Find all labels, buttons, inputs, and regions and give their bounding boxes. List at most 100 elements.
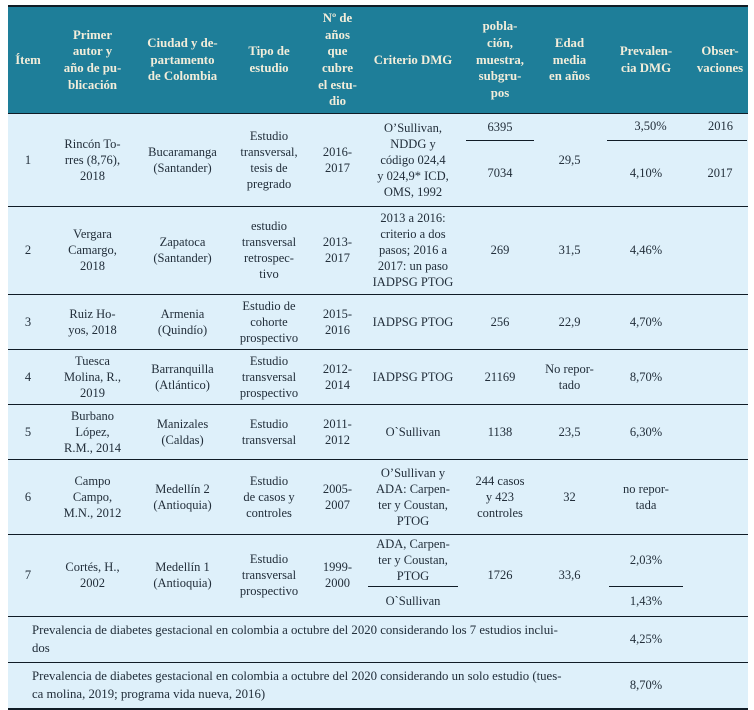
cell-age: 29,5 [558,152,581,167]
cell-city: Medellín 1 (Antioquia) [153,560,212,591]
cell-author: Cortés, H., 2002 [65,560,120,591]
cell-prevalence-observations: 3,50% 2016 4,10% 2017 [600,114,748,206]
summary-row-2: Prevalencia de diabetes gestacional en c… [8,661,748,708]
cell-age: 23,5 [558,424,581,439]
col-years: Nº de años que cubre el estu- dio [318,11,357,109]
cell-criteria: ADA, Carpen- ter y Coustan, PTOG O`Sulli… [365,535,461,616]
cell-study-type: Estudio transversal prospectivo [239,353,299,400]
cell-years: 1999- 2000 [322,560,353,591]
col-author: Primer autor y año de pu- blicación [63,27,122,92]
table-row-7: 7 Cortés, H., 2002 Medellín 1 (Antioquia… [8,533,748,616]
cell-item: 6 [24,489,32,504]
cell-years: 2013- 2017 [322,235,353,266]
cell-study-type: estudio transversal retrospec- tivo [241,219,297,282]
cell-author: Burbano López, R.M., 2014 [64,408,121,455]
summary-label: Prevalencia de diabetes gestacional en c… [32,622,558,656]
cell-item: 4 [24,369,32,384]
cell-prevalence: 2,03% 1,43% [600,535,692,616]
observation-year-2017: 2017 [707,165,733,180]
table-row-2: 2 Vergara Camargo, 2018 Zapatoca (Santan… [8,205,748,294]
cell-age: 22,9 [558,314,581,329]
cell-criteria: O`Sullivan [385,424,441,439]
cell-study-type: Estudio transversal [241,416,297,447]
cell-observations [692,535,748,616]
cell-item: 2 [24,243,32,258]
prevalence-primary: 2,03% [609,535,683,587]
cell-study-type: Estudio transversal, tesis de pregrado [240,128,298,191]
cell-years: 2005- 2007 [322,481,353,512]
cell-item: 5 [24,424,32,439]
cell-criteria: 2013 a 2016: criterio a dos pasos; 2016 … [372,211,454,290]
col-population: pobla- ción, muestra, subgru- pos [476,19,524,100]
table-header-row: Ítem Primer autor y año de pu- blicación… [8,7,748,113]
col-prevalence: Prevalen- cia DMG [619,44,673,75]
table-row-5: 5 Burbano López, R.M., 2014 Manizales (C… [8,403,748,459]
observation-year-2016: 2016 [708,119,733,134]
cell-city: Barranquilla (Atlántico) [151,361,214,392]
cell-prevalence: 4,46% [629,243,663,258]
cell-observations [692,405,748,459]
table-row-4: 4 Tuesca Molina, R., 2019 Barranquilla (… [8,348,748,404]
cell-city: Zapatoca (Santander) [153,235,212,266]
cell-city: Bucaramanga (Santander) [148,144,217,175]
summary-row-1: Prevalencia de diabetes gestacional en c… [8,615,748,662]
prevalence-2016: 3,50% [634,119,667,134]
cell-item: 3 [24,314,32,329]
prevalence-studies-table: Ítem Primer autor y año de pu- blicación… [8,5,748,710]
cell-age: 33,6 [558,568,581,583]
cell-population: 6395 7034 [461,114,539,206]
prevalence-observation-bottom: 4,10% 2017 [600,141,748,206]
cell-criteria: O’Sullivan, NDDG y código 024,4 y 024,9*… [377,120,449,199]
col-observations: Obser- vaciones [696,44,744,75]
col-criteria: Criterio DMG [373,52,453,67]
cell-population: 1138 [487,424,513,439]
prevalence-observation-top: 3,50% 2016 [607,114,747,141]
cell-criteria: IADPSG PTOG [372,314,454,329]
cell-observations [692,460,748,534]
prevalence-2017: 4,10% [629,165,663,180]
cell-city: Medellín 2 (Antioquia) [153,481,212,512]
cell-age: No repor- tado [545,361,594,392]
cell-prevalence: 8,70% [629,369,663,384]
col-city: Ciudad y de- partamento de Colombia [147,35,218,84]
col-item: Ítem [15,52,41,67]
cell-city: Manizales (Caldas) [156,416,209,447]
summary-prevalence-value: 8,70% [629,678,663,693]
summary-label: Prevalencia de diabetes gestacional en c… [32,668,562,702]
cell-study-type: Estudio de casos y controles [243,473,295,520]
cell-author: Campo Campo, M.N., 2012 [63,473,122,520]
cell-item: 1 [24,152,32,167]
cell-population: 21169 [484,369,516,384]
prevalence-secondary: 1,43% [629,594,663,609]
cell-author: Rincón To- rres (8,76), 2018 [64,136,121,183]
col-study-type: Tipo de estudio [248,44,290,75]
cell-population: 269 [490,243,510,258]
cell-city: Armenia (Quindío) [157,306,208,337]
cell-observations [692,295,748,349]
cell-years: 2016- 2017 [322,144,353,175]
cell-years: 2015- 2016 [322,306,353,337]
cell-population: 1726 [487,568,513,583]
table-row-6: 6 Campo Campo, M.N., 2012 Medellín 2 (An… [8,458,748,534]
cell-population: 256 [490,314,510,329]
table-row-1: 1 Rincón To- rres (8,76), 2018 Bucaraman… [8,112,748,206]
cell-author: Tuesca Molina, R., 2019 [64,353,121,400]
population-subgroup-2016: 6395 [466,114,534,141]
cell-author: Vergara Camargo, 2018 [68,227,117,274]
cell-prevalence: no repor- tada [623,481,669,512]
table-row-3: 3 Ruiz Ho- yos, 2018 Armenia (Quindío) E… [8,293,748,349]
cell-observations [692,350,748,404]
cell-prevalence: 4,70% [629,314,663,329]
cell-population: 244 casos y 423 controles [475,473,525,520]
summary-prevalence-value: 4,25% [629,632,663,647]
cell-observations [692,207,748,294]
cell-age: 32 [563,489,576,504]
summary-observations-empty [692,617,748,662]
cell-study-type: Estudio transversal prospectivo [239,552,299,599]
cell-study-type: Estudio de cohorte prospectivo [239,298,299,345]
cell-author: Ruiz Ho- yos, 2018 [68,306,117,337]
cell-prevalence: 6,30% [629,424,663,439]
criteria-secondary: O`Sullivan [385,594,441,609]
cell-criteria: O’Sullivan y ADA: Carpen- ter y Coustan,… [376,465,450,528]
